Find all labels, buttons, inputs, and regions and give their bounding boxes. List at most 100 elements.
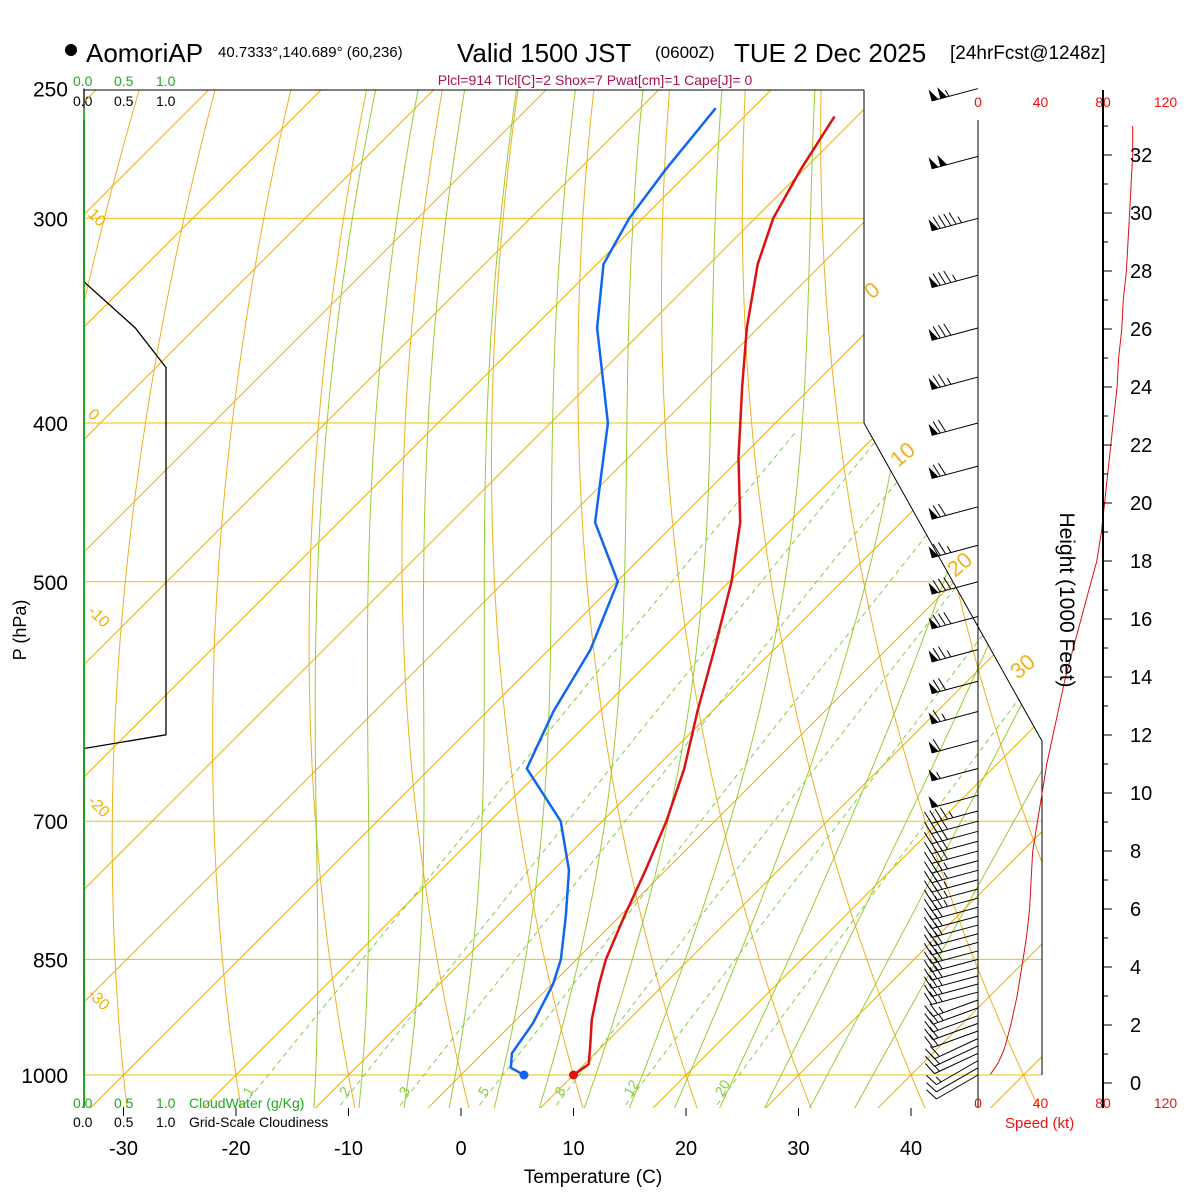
isotherm-line	[84, 90, 547, 1108]
wind-barb-flag	[932, 709, 941, 722]
wind-barb-pennant	[928, 89, 939, 101]
wind-barb-half	[943, 871, 949, 879]
wind-barb	[923, 940, 979, 956]
wind-barb-flag	[924, 1020, 934, 1033]
dry-adiabat-label: 20	[942, 547, 977, 582]
wind-barb-staff	[931, 506, 979, 520]
wind-barb-staff	[931, 711, 979, 725]
wind-barb	[928, 738, 979, 754]
isotherm-line	[84, 90, 997, 1108]
wind-barb-flag	[943, 577, 952, 590]
wind-barb-flag	[929, 1019, 939, 1031]
wind-barb-flag	[932, 421, 941, 434]
wind-barb-flag	[932, 216, 941, 229]
isotherm-line	[540, 90, 1042, 1108]
pressure-label: 500	[33, 572, 68, 595]
wind-barb	[923, 817, 979, 835]
temperature-ticks: -30 -20 -10 0 10 20 30 40	[109, 1108, 922, 1160]
wind-barb	[928, 463, 979, 480]
wind-barb-staff	[931, 967, 979, 981]
height-tick-label: 24	[1130, 377, 1152, 399]
wind-barb-flag	[934, 922, 943, 935]
moist-adiabat-line	[808, 90, 1042, 1108]
wind-barb	[928, 373, 979, 390]
wind-barb	[926, 1060, 979, 1086]
cloud-scale-bottom-1: 1.0	[156, 1095, 176, 1111]
wind-barb-flag	[948, 212, 957, 225]
dry-adiabat-line	[491, 90, 584, 1108]
wind-barb-flag	[923, 992, 933, 1005]
wind-barb	[923, 965, 979, 981]
cloud-water-label: CloudWater (g/Kg)	[189, 1095, 304, 1111]
forecast-info: [24hrFcst@1248z]	[950, 43, 1106, 64]
cloud-scale-top-05: 0.5	[114, 73, 134, 89]
height-tick-label: 8	[1130, 841, 1141, 863]
height-tick-label: 30	[1130, 203, 1152, 225]
wind-barb-flag	[923, 976, 933, 989]
speed-scale-top-label: 120	[1154, 94, 1178, 110]
height-tick-label: 28	[1130, 261, 1152, 283]
wind-barb-staff	[931, 840, 979, 855]
dry-adiabat-line	[661, 90, 813, 1108]
wind-barb-flag	[934, 965, 943, 978]
wind-barb	[923, 847, 979, 864]
wind-barb-flag	[929, 924, 938, 937]
wind-barb	[923, 914, 979, 930]
moist-adiabat-line	[583, 90, 723, 1108]
wind-barb-flag	[939, 807, 948, 820]
height-tick-label: 14	[1130, 667, 1152, 689]
wind-barb-flag	[932, 580, 941, 593]
dry-adiabat-line	[84, 90, 149, 1108]
wind-barb-staff	[931, 958, 979, 973]
wind-barb-half	[938, 978, 943, 986]
mixing-ratio-label: 8	[551, 1084, 569, 1099]
wind-barb-flag	[929, 810, 938, 823]
wind-barb-staff	[931, 217, 979, 232]
wind-barb-pennant	[928, 617, 939, 629]
wind-barb	[924, 1007, 979, 1025]
dry-adiabat-line	[1196, 60, 1200, 1110]
wind-barb-flag	[924, 1005, 934, 1017]
wind-barb	[924, 1015, 979, 1033]
wind-barb-half	[943, 862, 949, 870]
height-tick-label: 12	[1130, 725, 1152, 747]
wind-barb-staff	[931, 581, 979, 595]
wind-barb-flag	[932, 647, 941, 660]
wind-barb-pennant	[937, 154, 948, 167]
station-coords: 40.7333°,140.689° (60,236)	[218, 44, 403, 61]
cloudiness-scale-top-0: 0.0	[73, 93, 93, 109]
moist-adiabat-line	[493, 90, 576, 1108]
wind-barb	[928, 794, 979, 809]
temperature-tick-label: 10	[562, 1138, 584, 1160]
wind-barb-staff	[936, 1060, 979, 1086]
wind-barb-flag	[937, 646, 947, 659]
temperature-tick-label: 20	[675, 1138, 697, 1160]
wind-barb-pennant	[928, 219, 939, 231]
cloud-scale-bottom-0: 0.0	[73, 1095, 93, 1111]
mixing-ratio-line	[700, 431, 1042, 1108]
wind-barb	[928, 709, 979, 725]
wind-barb-staff	[931, 422, 979, 436]
wind-barb-flag	[932, 738, 941, 751]
wind-barb	[928, 767, 979, 782]
dry-adiabat-line	[111, 90, 224, 1108]
height-tick-label: 22	[1130, 435, 1152, 457]
wind-barb-flag	[934, 914, 943, 927]
wind-barb-flag	[923, 821, 933, 834]
isotherm-line	[990, 90, 1042, 1108]
wind-barb	[923, 807, 979, 824]
wind-barb-flag	[937, 324, 947, 337]
wind-barb-pennant	[928, 377, 939, 390]
wind-barb	[928, 87, 979, 102]
wind-barb-pennant	[928, 546, 939, 558]
wind-barb-half	[946, 650, 952, 658]
wind-barb	[928, 646, 979, 663]
wind-barb-flag	[929, 915, 938, 928]
temperature-tick-label: -20	[222, 1138, 251, 1160]
wind-barb-flag	[923, 841, 933, 854]
wind-barb-staff	[931, 975, 979, 989]
height-tick-label: 20	[1130, 493, 1152, 515]
wind-barb-flag	[923, 925, 933, 938]
pressure-labels: 250 300 400 500 700 850 1000	[21, 79, 68, 1088]
